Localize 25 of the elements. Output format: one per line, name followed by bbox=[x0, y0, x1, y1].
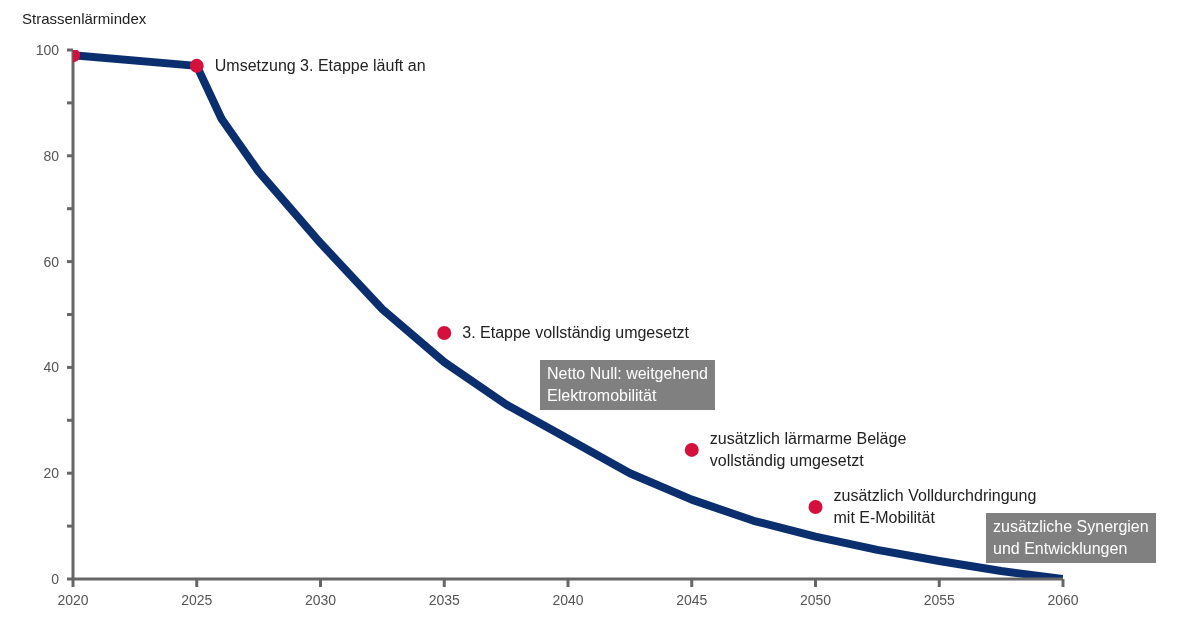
x-tick-label: 2050 bbox=[799, 591, 832, 608]
annotation: Umsetzung 3. Etappe läuft an bbox=[214, 56, 426, 74]
annotation: Netto Null: weitgehend Elektromobilität bbox=[540, 360, 715, 410]
annotation: zusätzliche Synergien und Entwicklungen bbox=[986, 513, 1156, 563]
x-tick-label: 2060 bbox=[1047, 591, 1079, 608]
annotation: zusätzlich lärmarme Beläge vollständig umgesetzt bbox=[709, 429, 907, 469]
point bbox=[437, 326, 452, 341]
x-tick-label: 2040 bbox=[552, 591, 584, 608]
y-tick-label: 100 bbox=[35, 41, 60, 58]
x-tick-label: 2045 bbox=[676, 591, 708, 608]
y-tick-label: 40 bbox=[43, 359, 60, 376]
y-tick-label: 60 bbox=[43, 253, 60, 270]
y-tick-label: 80 bbox=[43, 147, 60, 164]
y-tick-label: 20 bbox=[43, 465, 60, 482]
x-tick-label: 2025 bbox=[181, 591, 213, 608]
y-tick-label: 0 bbox=[51, 570, 60, 587]
annotation: 3. Etappe vollständig umgesetzt bbox=[462, 324, 690, 342]
point bbox=[808, 500, 823, 515]
point bbox=[684, 442, 699, 457]
x-tick-label: 2055 bbox=[923, 591, 956, 608]
y-axis-title: Strassenlärmindex bbox=[22, 10, 147, 27]
x-tick-label: 2035 bbox=[428, 591, 461, 608]
x-tick-label: 2030 bbox=[304, 591, 337, 608]
point bbox=[189, 58, 204, 73]
x-tick-label: 2020 bbox=[57, 591, 89, 608]
